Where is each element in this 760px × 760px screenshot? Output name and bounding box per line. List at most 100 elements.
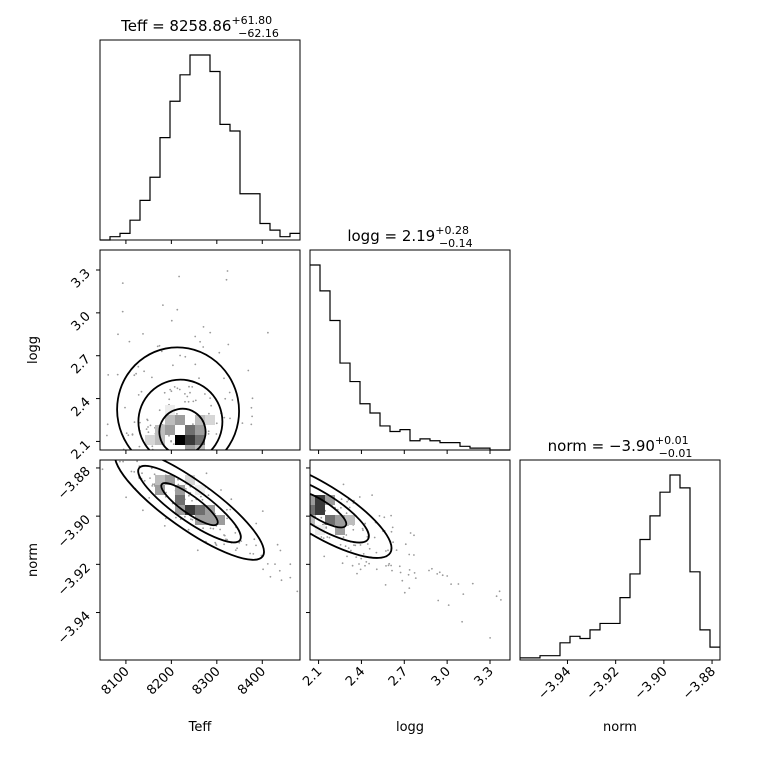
- scatter-point: [267, 331, 269, 334]
- scatter-point: [170, 440, 173, 442]
- scatter-point: [339, 543, 342, 546]
- scatter-point: [191, 386, 194, 388]
- scatter-point: [119, 460, 121, 463]
- scatter-point: [168, 434, 170, 437]
- scatter-point: [225, 538, 227, 541]
- scatter-point: [234, 549, 237, 551]
- scatter-point: [145, 428, 148, 430]
- scatter-point: [25, 230, 27, 232]
- scatter-point: [345, 512, 348, 515]
- axes-frame: [99, 249, 301, 451]
- density-cell: [185, 435, 195, 445]
- scatter-point: [156, 345, 159, 348]
- scatter-point: [261, 510, 264, 512]
- y-tick-label: 3.3: [69, 266, 94, 291]
- scatter-point: [59, 264, 61, 266]
- xlabel-logg: logg: [396, 720, 424, 735]
- scatter-point: [241, 422, 244, 424]
- scatter-point: [223, 377, 225, 380]
- scatter-point: [210, 404, 213, 407]
- xlabel-norm: norm: [603, 720, 637, 735]
- density-cell: [310, 505, 315, 515]
- scatter-point: [184, 355, 187, 358]
- scatter-point: [163, 525, 166, 527]
- scatter-point: [101, 468, 104, 471]
- scatter-point: [385, 565, 387, 567]
- scatter-point: [188, 494, 190, 497]
- scatter-point: [500, 599, 502, 601]
- scatter-point: [158, 409, 161, 412]
- scatter-point: [187, 528, 190, 531]
- scatter-point: [371, 494, 373, 496]
- scatter-point: [373, 536, 376, 539]
- scatter-point: [133, 374, 136, 377]
- scatter-point: [177, 478, 179, 481]
- scatter-point: [347, 547, 350, 549]
- scatter-point: [359, 544, 362, 546]
- scatter-point: [364, 564, 366, 567]
- scatter-point: [223, 416, 226, 419]
- scatter-point: [348, 506, 351, 509]
- scatter-point: [234, 532, 237, 534]
- scatter-point: [127, 434, 130, 437]
- scatter-point: [137, 365, 140, 368]
- scatter-point: [125, 432, 128, 435]
- scatter-point: [276, 543, 279, 546]
- scatter-point: [153, 483, 156, 486]
- scatter-point: [304, 531, 306, 533]
- scatter-point: [136, 460, 139, 463]
- x-tick-label: 8300: [190, 664, 224, 698]
- scatter-point: [461, 620, 463, 623]
- scatter-point: [220, 489, 222, 491]
- scatter-point: [255, 522, 258, 525]
- scatter-point: [142, 509, 144, 512]
- scatter-point: [163, 391, 166, 394]
- scatter-point: [107, 374, 110, 376]
- scatter-point: [199, 340, 202, 343]
- scatter-point: [252, 553, 255, 555]
- density-cell: [315, 505, 325, 515]
- axes-frame: [519, 459, 721, 661]
- scatter-point: [172, 443, 175, 445]
- scatter-point: [375, 551, 378, 554]
- scatter-point: [274, 563, 276, 565]
- y-tick-label: 2.1: [69, 438, 94, 463]
- scatter-point: [143, 370, 146, 373]
- scatter-point: [409, 532, 412, 534]
- scatter-point: [94, 434, 96, 436]
- density-cell: [175, 485, 185, 495]
- scatter-point: [346, 500, 348, 503]
- scatter-point: [378, 515, 381, 517]
- scatter-point: [227, 343, 230, 346]
- scatter-point: [245, 544, 248, 546]
- histogram-logg: [310, 264, 510, 451]
- scatter-point: [230, 498, 233, 501]
- scatter-point: [196, 549, 199, 552]
- density-cell: [145, 435, 155, 445]
- scatter-point: [113, 439, 115, 441]
- scatter-point: [446, 575, 449, 577]
- ylabel-norm: norm: [26, 543, 41, 577]
- scatter-point: [215, 544, 218, 546]
- scatter-point: [202, 346, 205, 348]
- scatter-point: [390, 514, 392, 517]
- scatter-point: [117, 333, 119, 336]
- scatter-point: [98, 453, 100, 455]
- scatter-point: [81, 377, 83, 379]
- y-tick-label: 3.0: [69, 309, 94, 334]
- scatter-point: [121, 282, 124, 284]
- scatter-point: [317, 569, 319, 571]
- scatter-point: [362, 553, 365, 555]
- density-cell: [265, 485, 275, 495]
- density-cell: [155, 475, 165, 485]
- density-cell: [275, 475, 285, 485]
- scatter-point: [219, 528, 222, 531]
- scatter-point: [151, 483, 154, 486]
- density-cell: [195, 505, 205, 515]
- scatter-point: [226, 508, 228, 511]
- contour-level: [137, 378, 224, 450]
- scatter-point: [351, 564, 354, 567]
- scatter-point: [149, 424, 152, 427]
- axes-frame: [309, 459, 511, 661]
